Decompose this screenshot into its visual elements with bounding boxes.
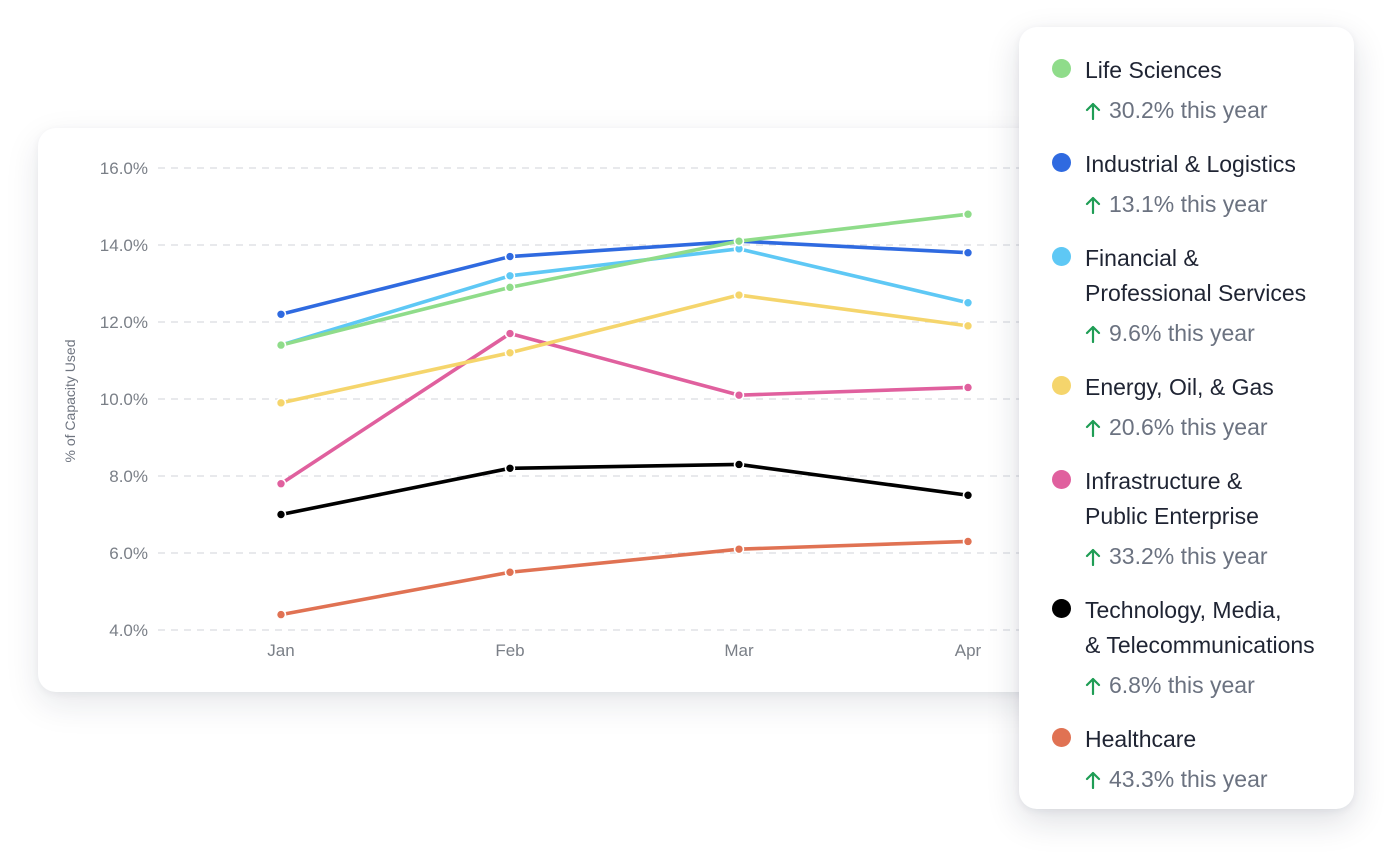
legend-item-life-sciences[interactable]: Life Sciences 30.2% this year [1019,53,1354,128]
arrow-up-icon [1085,196,1101,214]
legend-item-technology-media-telecom[interactable]: Technology, Media, & Telecommunications … [1019,593,1354,703]
data-point[interactable] [962,489,974,501]
y-tick-label: 12.0% [100,313,148,332]
legend-item-industrial-logistics[interactable]: Industrial & Logistics 13.1% this year [1019,147,1354,222]
y-axis-ticks: 4.0% 6.0% 8.0% 10.0% 12.0% 14.0% 16.0% [100,159,148,640]
legend-change-text: 20.6% this year [1109,414,1268,440]
legend-dot [1052,376,1071,395]
y-tick-label: 16.0% [100,159,148,178]
series-infrastructure-public-enterprise [275,328,974,490]
data-point[interactable] [504,347,516,359]
legend-item-change: 9.6% this year [1085,316,1354,351]
data-point[interactable] [504,251,516,262]
legend-item-change: 13.1% this year [1085,187,1354,222]
legend-item-financial-professional[interactable]: Financial & Professional Services 9.6% t… [1019,241,1354,351]
legend-item-healthcare[interactable]: Healthcare 43.3% this year [1019,722,1354,797]
legend-dot [1052,728,1071,747]
legend-item-name: Technology, Media, & Telecommunications [1085,597,1315,658]
data-point[interactable] [733,235,745,247]
legend-item-energy-oil-gas[interactable]: Energy, Oil, & Gas 20.6% this year [1019,370,1354,445]
series-energy-oil-gas [275,289,974,409]
data-point[interactable] [275,509,287,520]
legend-item-change: 20.6% this year [1085,410,1354,445]
data-point[interactable] [504,282,516,293]
data-point[interactable] [962,247,974,258]
series-line [279,293,970,405]
data-point[interactable] [275,309,287,320]
legend-change-text: 13.1% this year [1109,191,1268,217]
legend-item-change: 33.2% this year [1085,539,1354,574]
legend-panel: Life Sciences 30.2% this year Industrial… [1019,27,1354,809]
arrow-up-icon [1085,548,1101,566]
data-point[interactable] [733,389,745,401]
series-line [279,239,970,317]
series-financial-professional-services [275,243,974,351]
y-tick-label: 14.0% [100,236,148,255]
arrow-up-icon [1085,102,1101,120]
series-line [279,539,970,617]
legend-item-name: Energy, Oil, & Gas [1085,374,1274,400]
data-point[interactable] [275,397,287,409]
x-tick-label: Feb [495,641,524,660]
x-axis-ticks: Jan Feb Mar Apr [267,641,981,660]
grid-lines [158,167,1058,631]
legend-item-name: Healthcare [1085,726,1197,752]
series-line [279,247,970,347]
legend-change-text: 43.3% this year [1109,766,1268,792]
arrow-up-icon [1085,419,1101,437]
data-point[interactable] [733,543,745,555]
arrow-up-icon [1085,325,1101,343]
data-point[interactable] [962,297,974,309]
data-point[interactable] [275,478,287,490]
legend-dot [1052,153,1071,172]
legend-change-text: 33.2% this year [1109,543,1268,569]
y-tick-label: 8.0% [109,467,148,486]
data-point[interactable] [962,382,974,393]
y-tick-label: 4.0% [109,621,148,640]
legend-dot [1052,470,1071,489]
x-tick-label: Apr [955,641,982,660]
arrow-up-icon [1085,771,1101,789]
y-axis-label: % of Capacity Used [62,340,78,463]
series-life-sciences [275,208,974,351]
data-point[interactable] [962,536,974,547]
data-point[interactable] [733,289,745,301]
data-point[interactable] [962,320,974,332]
x-tick-label: Jan [267,641,294,660]
data-point[interactable] [275,609,287,620]
line-chart: 4.0% 6.0% 8.0% 10.0% 12.0% 14.0% 16.0% Jan Feb M… [62,159,1058,660]
legend-dot [1052,599,1071,618]
data-point[interactable] [275,339,287,351]
data-point[interactable] [962,208,974,220]
series-line [279,212,970,347]
legend-item-name: Infrastructure & Public Enterprise [1085,468,1259,529]
series-healthcare [275,536,974,620]
x-tick-label: Mar [724,641,754,660]
legend-item-name: Financial & Professional Services [1085,245,1307,306]
series-technology-media-telecommunications [275,459,974,520]
series-line [279,331,970,486]
legend-change-text: 6.8% this year [1109,672,1255,698]
legend-item-change: 30.2% this year [1085,93,1354,128]
arrow-up-icon [1085,677,1101,695]
legend-item-infrastructure[interactable]: Infrastructure & Public Enterprise 33.2%… [1019,464,1354,574]
data-point[interactable] [504,270,516,282]
legend-change-text: 30.2% this year [1109,97,1268,123]
legend-dot [1052,247,1071,266]
legend-change-text: 9.6% this year [1109,320,1255,346]
data-point[interactable] [504,566,516,578]
chart-card: 4.0% 6.0% 8.0% 10.0% 12.0% 14.0% 16.0% Jan Feb M… [38,128,1058,692]
data-point[interactable] [733,459,745,470]
legend-item-name: Industrial & Logistics [1085,151,1296,177]
legend-dot [1052,59,1071,78]
series-lines [275,208,974,620]
series-line [279,462,970,517]
y-tick-label: 10.0% [100,390,148,409]
legend-item-name: Life Sciences [1085,57,1222,83]
data-point[interactable] [504,328,516,339]
data-point[interactable] [504,462,516,474]
y-tick-label: 6.0% [109,544,148,563]
legend-item-change: 6.8% this year [1085,668,1354,703]
legend-item-change: 43.3% this year [1085,762,1354,797]
